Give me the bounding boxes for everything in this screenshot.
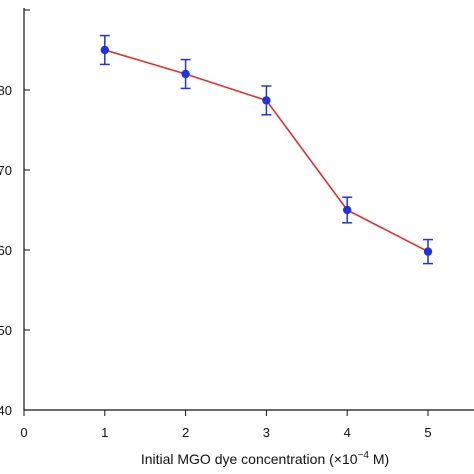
x-tick-label: 4 xyxy=(344,425,351,440)
chart-axes xyxy=(23,8,474,411)
y-tick-label: 80 xyxy=(0,83,12,98)
x-tick-label: 5 xyxy=(424,425,431,440)
data-point xyxy=(423,247,433,256)
series-line xyxy=(104,49,429,253)
y-axis-ticks: 40 50 60 70 80 xyxy=(0,9,30,418)
y-tick-label: 60 xyxy=(0,243,12,258)
data-point xyxy=(262,96,271,105)
data-point xyxy=(181,69,190,79)
series-layer xyxy=(99,34,433,265)
data-point xyxy=(100,45,110,55)
x-tick-label: 2 xyxy=(182,425,189,440)
y-tick-label: 50 xyxy=(0,323,12,338)
y-tick-label: 70 xyxy=(0,163,12,178)
x-tick-label: 1 xyxy=(101,425,108,440)
x-axis-title-main: Initial MGO dye concentration (×10 xyxy=(141,451,358,467)
x-tick-label: 0 xyxy=(20,425,27,440)
x-axis-title-superscript: −4 xyxy=(358,450,370,461)
x-axis-ticks: 0 1 2 3 4 5 xyxy=(20,410,432,440)
x-tick-label: 3 xyxy=(263,425,270,440)
x-axis-title: Initial MGO dye concentration (×10−4 M) xyxy=(141,450,389,467)
x-axis-title-tail: M) xyxy=(369,451,389,467)
y-tick-label: 40 xyxy=(0,403,12,418)
data-point xyxy=(343,205,352,215)
